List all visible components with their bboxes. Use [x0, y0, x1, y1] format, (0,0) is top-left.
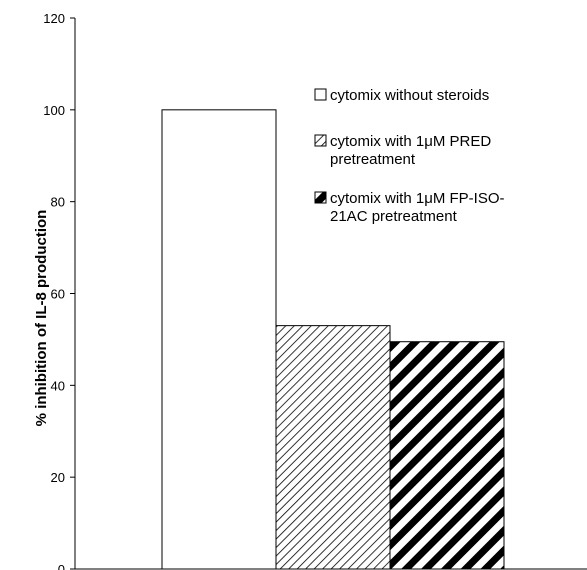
- legend-label-1: cytomix without steroids: [330, 87, 489, 104]
- y-tick-label: 100: [43, 103, 65, 118]
- legend-label-2: cytomix with 1μM PRED: [330, 133, 491, 150]
- legend-label-2: pretreatment: [330, 151, 416, 168]
- y-tick-label: 40: [51, 378, 65, 393]
- y-tick-label: 80: [51, 195, 65, 210]
- bar-2: [275, 325, 391, 570]
- y-axis-ticks: 0 20 40 60 80 100 120: [43, 11, 75, 570]
- legend-label-3: cytomix with 1μM FP-ISO-: [330, 190, 505, 207]
- legend-swatch-1: [314, 88, 327, 101]
- y-tick-label: 60: [51, 287, 65, 302]
- legend-swatch-3: [314, 191, 327, 204]
- y-tick-label: 120: [43, 11, 65, 26]
- y-axis-label: % inhibition of IL-8 production: [33, 210, 50, 427]
- y-tick-label: 0: [58, 562, 65, 570]
- bars: [161, 109, 505, 570]
- legend: cytomix without steroids cytomix with 1μM…: [314, 87, 505, 225]
- bar-1: [161, 109, 277, 570]
- legend-label-3: 21AC pretreatment: [330, 208, 458, 225]
- bar-3: [389, 341, 505, 570]
- legend-swatch-2: [314, 134, 327, 147]
- y-tick-label: 20: [51, 470, 65, 485]
